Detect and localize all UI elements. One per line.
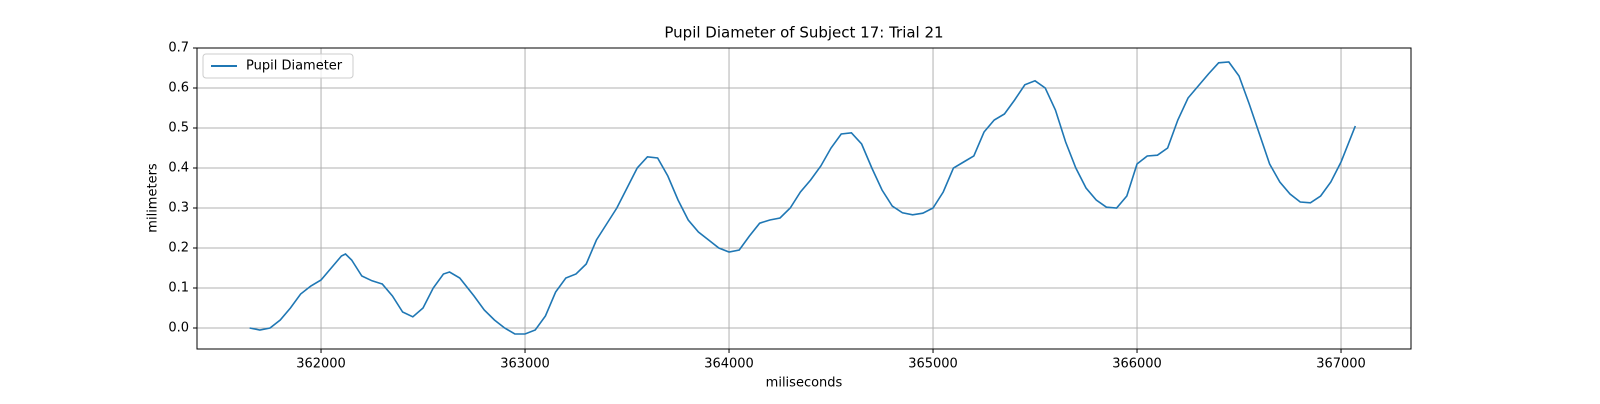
x-tick-label: 367000 — [1316, 357, 1366, 372]
y-axis-label: milimeters — [146, 163, 161, 233]
x-tick-label: 364000 — [704, 357, 754, 372]
plot-frame — [196, 47, 1412, 350]
y-tick-label: 0.0 — [168, 321, 189, 336]
x-tick-label: 363000 — [500, 357, 550, 372]
x-tick-label: 366000 — [1112, 357, 1162, 372]
x-tick-label: 362000 — [296, 357, 346, 372]
legend-label: Pupil Diameter — [246, 59, 343, 74]
y-tick-label: 0.3 — [168, 201, 189, 216]
y-tick-label: 0.1 — [168, 281, 189, 296]
y-tick-label: 0.6 — [168, 81, 189, 96]
legend-box — [202, 53, 354, 79]
y-tick-label: 0.4 — [168, 161, 189, 176]
y-tick-label: 0.2 — [168, 241, 189, 256]
x-tick-label: 365000 — [908, 357, 958, 372]
y-tick-label: 0.7 — [168, 41, 189, 56]
data-line — [249, 61, 1357, 335]
y-tick-label: 0.5 — [168, 121, 189, 136]
x-axis-label: miliseconds — [766, 376, 843, 391]
chart-title: Pupil Diameter of Subject 17: Trial 21 — [664, 24, 943, 42]
